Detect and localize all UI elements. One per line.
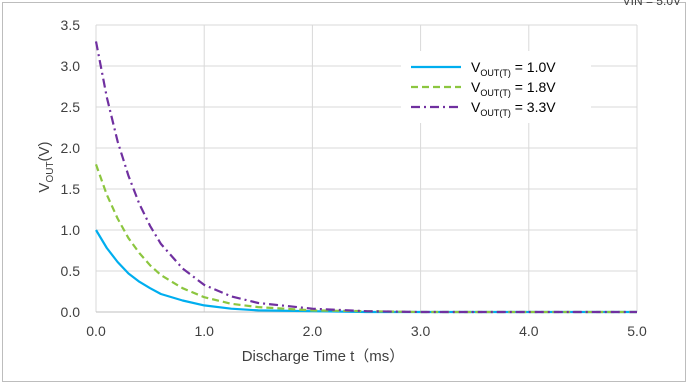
y-tick-label: 2.5 [61, 99, 81, 115]
legend-label-1: VOUT(T) = 1.0V [471, 59, 556, 78]
line-chart: 0.0 0.5 1.0 1.5 2.0 2.5 3.0 3.5 0.0 1.0 2.0 3.0 4.0… [36, 17, 647, 365]
x-tick-label: 3.0 [411, 323, 431, 339]
x-tick-label: 0.0 [86, 323, 106, 339]
legend-item-1: VOUT(T) = 1.0V [411, 59, 556, 78]
y-axis-label-tail: (V) [36, 141, 53, 161]
y-tick-label: 0.0 [61, 304, 81, 320]
y-tick-labels: 0.0 0.5 1.0 1.5 2.0 2.5 3.0 3.5 [61, 17, 81, 320]
corner-note: VIN = 5.0V [622, 0, 681, 8]
y-tick-label: 3.0 [61, 58, 81, 74]
y-tick-label: 0.5 [61, 263, 81, 279]
y-axis-label: VOUT(V) [36, 141, 56, 192]
series-line-3 [94, 41, 637, 314]
x-tick-label: 5.0 [627, 323, 647, 339]
x-tick-label: 2.0 [303, 323, 323, 339]
x-axis-label: Discharge Time t（ms） [242, 348, 405, 365]
y-tick-label: 3.5 [61, 17, 81, 33]
y-axis-label-base: V [36, 183, 53, 193]
y-tick-label: 1.0 [61, 222, 81, 238]
legend-item-3: VOUT(T) = 3.3V [411, 99, 556, 118]
y-tick-label: 1.5 [61, 181, 81, 197]
legend-item-2: VOUT(T) = 1.8V [411, 79, 556, 98]
x-tick-labels: 0.0 1.0 2.0 3.0 4.0 5.0 [86, 323, 647, 339]
y-axis-label-sub: OUT [45, 161, 56, 182]
x-tick-label: 4.0 [519, 323, 539, 339]
series-lines [94, 41, 637, 314]
legend-label-3: VOUT(T) = 3.3V [471, 99, 556, 118]
x-tick-label: 1.0 [194, 323, 214, 339]
legend-box [401, 51, 591, 123]
y-tick-label: 2.0 [61, 140, 81, 156]
legend: VOUT(T) = 1.0V VOUT(T) = 1.8V VOUT(T) = … [401, 51, 591, 123]
legend-label-2: VOUT(T) = 1.8V [471, 79, 556, 98]
series-line-2 [94, 164, 637, 314]
